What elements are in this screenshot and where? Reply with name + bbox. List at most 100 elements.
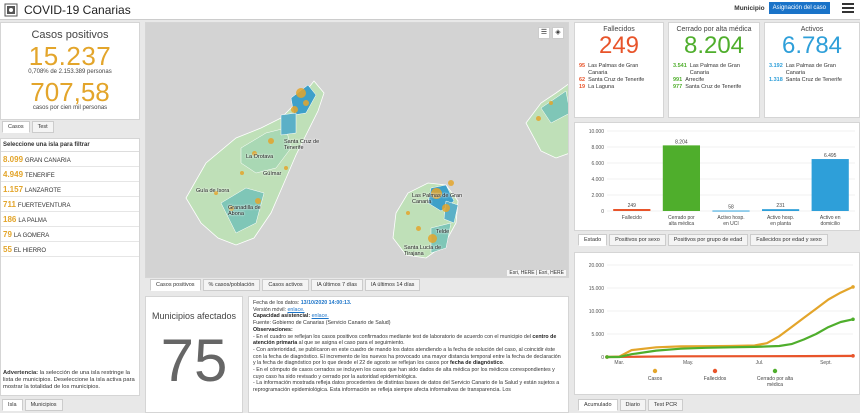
- island-count: 55: [3, 244, 12, 254]
- tab-casos[interactable]: Casos: [2, 121, 30, 133]
- legend-label[interactable]: Cerrado por alta: [757, 376, 793, 382]
- case-marker[interactable]: [549, 101, 553, 105]
- island-row[interactable]: 8.099 GRAN CANARIA: [1, 152, 139, 167]
- hamburger-menu-icon[interactable]: [842, 3, 854, 13]
- cerrado-municipio-row: 3.541 Las Palmas de Gran Canaria: [669, 63, 759, 77]
- case-marker[interactable]: [442, 204, 450, 212]
- island-name: LA GOMERA: [13, 232, 50, 239]
- fallecidos-title: Fallecidos: [603, 26, 635, 33]
- map-label-telde: Telde: [436, 229, 450, 235]
- case-marker[interactable]: [255, 198, 261, 204]
- case-marker[interactable]: [284, 166, 288, 170]
- case-marker[interactable]: [406, 211, 410, 215]
- row-label: Santa Cruz de Tenerife: [785, 77, 842, 83]
- tab-municipios[interactable]: Municipios: [24, 399, 63, 411]
- case-marker[interactable]: [268, 138, 274, 144]
- bar[interactable]: [662, 145, 700, 211]
- casos-per-100k: 707,58: [30, 77, 110, 107]
- row-label: Arrecife: [685, 77, 705, 83]
- row-count: 3.192: [769, 63, 783, 69]
- capacidad-link[interactable]: enlace.: [311, 313, 329, 320]
- case-marker[interactable]: [240, 171, 244, 175]
- x-category-label: Activo hosp.: [767, 215, 794, 221]
- legend-label[interactable]: Fallecidos: [704, 376, 727, 382]
- island-row[interactable]: 1.157 LANZAROTE: [1, 182, 139, 197]
- tab-estado[interactable]: Estado: [578, 234, 608, 246]
- tab-casos-positivos[interactable]: Casos positivos: [150, 279, 201, 291]
- row-count: 62: [579, 77, 586, 83]
- island-row[interactable]: 711 FUERTEVENTURA: [1, 197, 139, 212]
- map-panel[interactable]: Santa Cruz de Tenerife La Orotava Güímar…: [145, 22, 569, 278]
- x-category-label: Activo en: [820, 215, 841, 221]
- tab-ia-7-dias[interactable]: IA últimos 7 días: [310, 279, 364, 291]
- case-marker[interactable]: [296, 88, 306, 98]
- island-row[interactable]: 79 LA GOMERA: [1, 227, 139, 242]
- asignacion-caso-button[interactable]: Asignación del caso: [768, 2, 830, 14]
- row-count: 95: [579, 63, 586, 69]
- activos-municipio-row: 3.192 Las Palmas de Gran Canaria: [765, 63, 859, 77]
- x-category-label: en UCI: [723, 221, 739, 227]
- tab-acumulado[interactable]: Acumulado: [578, 399, 618, 411]
- tab-test-pcr[interactable]: Test PCR: [647, 399, 684, 411]
- case-marker[interactable]: [430, 187, 442, 199]
- case-marker[interactable]: [303, 100, 309, 106]
- bar[interactable]: [712, 210, 750, 212]
- row-label: Las Palmas de Gran Canaria: [689, 63, 740, 76]
- bar[interactable]: [613, 209, 651, 211]
- tab-positivos-edad[interactable]: Positivos por grupo de edad: [667, 234, 749, 246]
- x-tick-label: May.: [683, 360, 693, 366]
- cerrado-title: Cerrado por alta médica: [676, 26, 752, 33]
- tab-ia-14-dias[interactable]: IA últimos 14 días: [365, 279, 421, 291]
- legend-label[interactable]: médica: [767, 382, 783, 388]
- tab-diario[interactable]: Diario: [619, 399, 646, 411]
- case-marker[interactable]: [427, 233, 437, 243]
- island-name: LA PALMA: [18, 217, 47, 224]
- bar-data-label: 6.495: [824, 153, 837, 159]
- tab-fallecidos-edad-sexo[interactable]: Fallecidos por edad y sexo: [750, 234, 828, 246]
- case-marker[interactable]: [251, 150, 257, 156]
- series-line[interactable]: [606, 354, 854, 359]
- legend-swatch[interactable]: [712, 368, 718, 374]
- series-line[interactable]: [606, 285, 854, 359]
- case-marker[interactable]: [228, 205, 234, 211]
- tab-test[interactable]: Test: [31, 121, 54, 133]
- island-row[interactable]: 4.949 TENERIFE: [1, 167, 139, 182]
- case-marker[interactable]: [448, 180, 454, 186]
- island-row[interactable]: 186 LA PALMA: [1, 212, 139, 227]
- y-tick-label: 20.000: [589, 263, 605, 269]
- tab-positivos-sexo[interactable]: Positivos por sexo: [609, 234, 666, 246]
- legend-swatch[interactable]: [652, 368, 658, 374]
- tab-casos-activos[interactable]: Casos activos: [262, 279, 309, 291]
- casos-positivos-pct: 0,708% de 2.153.389 personas: [28, 69, 112, 75]
- municipio-toggle[interactable]: Municipio: [734, 4, 765, 12]
- casos-tabs: Casos Test: [2, 121, 54, 133]
- layers-icon[interactable]: ◈: [552, 27, 564, 39]
- movil-link[interactable]: enlace.: [287, 306, 305, 313]
- bar[interactable]: [811, 159, 849, 211]
- legend-label[interactable]: Casos: [648, 376, 663, 382]
- tab-casos-poblacion[interactable]: % casos/población: [202, 279, 261, 291]
- series-start-point: [605, 355, 609, 359]
- island-row[interactable]: 55 EL HIERRO: [1, 242, 139, 257]
- cerrado-value: 8.204: [683, 32, 745, 59]
- row-count: 1.318: [769, 77, 783, 83]
- case-marker[interactable]: [214, 191, 218, 195]
- list-icon[interactable]: ☰: [538, 27, 550, 39]
- case-marker[interactable]: [290, 105, 298, 113]
- x-category-label: Fallecido: [622, 215, 642, 221]
- fecha-label: Fecha de los datos:: [253, 300, 301, 306]
- row-count: 977: [673, 84, 683, 90]
- casos-positivos-total: 15.237: [28, 41, 112, 71]
- row-count: 991: [673, 77, 683, 83]
- case-marker[interactable]: [535, 115, 541, 121]
- obs-paragraph-3: - En el cómputo de casos cerrados se inc…: [253, 367, 555, 380]
- bar[interactable]: [762, 209, 800, 211]
- series-line[interactable]: [607, 318, 854, 359]
- tab-isla[interactable]: Isla: [2, 399, 23, 411]
- bar-data-label: 231: [776, 203, 785, 209]
- legend-swatch[interactable]: [772, 368, 778, 374]
- case-marker[interactable]: [415, 225, 421, 231]
- row-count: 3.541: [673, 63, 687, 69]
- map-canvas[interactable]: [146, 23, 569, 278]
- row-label: La Laguna: [588, 84, 615, 90]
